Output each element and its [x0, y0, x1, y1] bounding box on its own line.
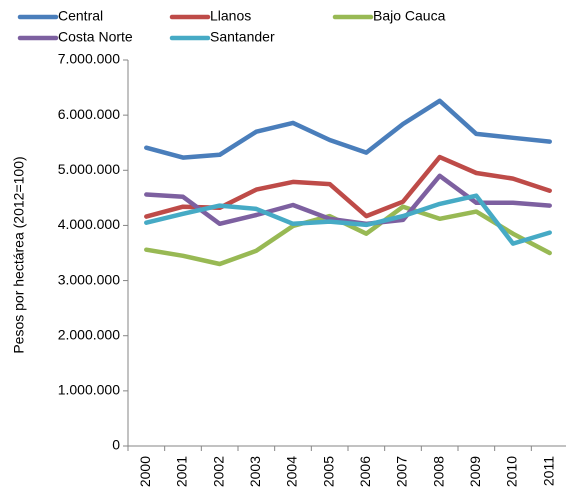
x-tick-label: 2006	[357, 456, 373, 487]
y-tick-label: 7.000.000	[58, 51, 120, 67]
y-tick-label: 5.000.000	[58, 161, 120, 177]
legend-label: Bajo Cauca	[373, 8, 446, 24]
y-tick-label: 2.000.000	[58, 326, 120, 342]
x-tick-label: 2005	[320, 456, 336, 487]
x-tick-label: 2001	[174, 456, 190, 487]
x-tick-label: 2010	[504, 456, 520, 487]
y-tick-label: 3.000.000	[58, 271, 120, 287]
x-tick-label: 2009	[467, 456, 483, 487]
y-tick-label: 0	[112, 437, 120, 453]
x-tick-label: 2007	[394, 456, 410, 487]
y-axis-label: Pesos por hectárea (2012=100)	[11, 156, 27, 353]
legend-label: Costa Norte	[58, 29, 133, 45]
x-tick-label: 2008	[430, 456, 446, 487]
series-line	[144, 98, 552, 160]
y-tick-label: 6.000.000	[58, 106, 120, 122]
legend-label: Central	[58, 8, 103, 24]
x-tick-label: 2002	[210, 456, 226, 487]
x-tick-label: 2003	[247, 456, 263, 487]
series-line	[144, 193, 552, 246]
legend-label: Santander	[210, 29, 275, 45]
legend-label: Llanos	[210, 8, 251, 24]
y-tick-label: 1.000.000	[58, 382, 120, 398]
x-tick-label: 2011	[540, 456, 556, 486]
y-tick-label: 4.000.000	[58, 216, 120, 232]
x-tick-label: 2000	[137, 456, 153, 487]
x-tick-label: 2004	[284, 456, 300, 487]
